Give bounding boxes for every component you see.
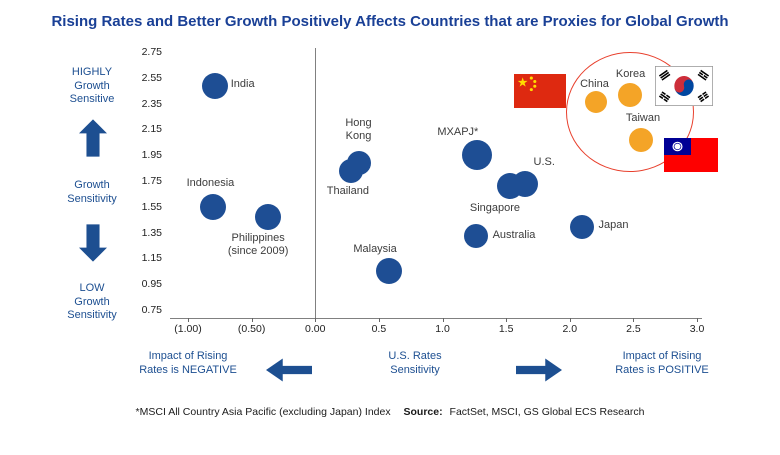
x-tickmark-1.0 <box>442 318 444 322</box>
x-tickmark-1.5 <box>506 318 508 322</box>
point-label-korea: Korea <box>615 67 646 80</box>
label-impact-negative: Impact of Rising Rates is NEGATIVE <box>139 350 237 376</box>
x-tick-1.5: 1.5 <box>498 323 514 335</box>
x-tickmark-0.00 <box>315 318 317 322</box>
y-tick-0.75: 0.75 <box>141 304 162 316</box>
label-growth-sensitivity: Growth Sensitivity <box>67 179 117 205</box>
x-axis-line <box>170 318 702 319</box>
x-tick-3.0: 3.0 <box>689 323 705 335</box>
point-label-thailand: Thailand <box>326 184 369 197</box>
chart-title: Rising Rates and Better Growth Positivel… <box>51 13 729 30</box>
point-taiwan <box>629 127 653 152</box>
point-singapore <box>496 173 523 200</box>
rates-negative-left-arrow-icon <box>266 358 312 382</box>
x-tickmark-3.0 <box>697 318 698 322</box>
y-tick-1.95: 1.95 <box>141 149 162 162</box>
footnote-source-text: FactSet, MSCI, GS Global ECS Research <box>449 406 645 418</box>
y-tick-2.75: 2.75 <box>141 46 162 58</box>
growth-up-arrow-icon <box>79 116 107 160</box>
point-label-philippines: Philippines (since 2009) <box>227 232 289 258</box>
point-india <box>201 72 228 99</box>
label-impact-positive: Impact of Rising Rates is POSITIVE <box>615 350 709 376</box>
x-tick-2.0: 2.0 <box>562 323 578 335</box>
y-axis-zero-line <box>315 48 316 319</box>
footnote-source-label: Source: <box>403 406 443 418</box>
point-malaysia <box>376 258 403 285</box>
growth-down-arrow-icon <box>79 221 107 265</box>
footnote: *MSCI All Country Asia Pacific (excludin… <box>0 406 780 418</box>
south-korea-flag-icon <box>655 66 713 106</box>
point-label-australia: Australia <box>492 229 536 242</box>
footnote-note: *MSCI All Country Asia Pacific (excludin… <box>135 406 391 418</box>
y-tick-0.95: 0.95 <box>141 278 162 291</box>
y-tick-1.55: 1.55 <box>141 200 162 213</box>
point-thailand <box>338 158 363 183</box>
y-tick-2.15: 2.15 <box>141 123 162 136</box>
point-label-us: U.S. <box>533 155 555 168</box>
china-flag-icon <box>514 74 566 108</box>
y-tick-1.35: 1.35 <box>141 226 162 239</box>
point-label-hong-kong: Hong Kong <box>345 116 372 142</box>
point-label-singapore: Singapore <box>469 202 521 215</box>
y-tick-2.35: 2.35 <box>141 97 162 110</box>
x-tick-1.0: 1.0 <box>435 323 450 335</box>
point-label-india: India <box>230 77 255 90</box>
label-highly-growth-sensitive: HIGHLY Growth Sensitive <box>69 66 115 105</box>
x-tickmark-(0.50) <box>251 318 253 322</box>
x-tickmark-(1.00) <box>188 318 189 322</box>
y-tick-1.15: 1.15 <box>141 252 162 265</box>
label-us-rates-sensitivity: U.S. Rates Sensitivity <box>388 350 442 376</box>
y-tick-1.75: 1.75 <box>141 175 162 187</box>
x-tickmark-2.5 <box>633 318 635 322</box>
x-tickmark-0.5 <box>378 318 380 322</box>
x-tick-0.5: 0.5 <box>371 323 387 335</box>
point-label-japan: Japan <box>598 219 629 232</box>
point-philippines <box>255 204 282 231</box>
x-tick-2.5: 2.5 <box>626 323 641 335</box>
x-tick-(1.00): (1.00) <box>174 323 202 335</box>
highlight-circle <box>566 52 694 172</box>
x-tick-0.00: 0.00 <box>305 323 326 335</box>
point-indonesia <box>200 193 227 220</box>
point-china <box>585 91 608 114</box>
point-australia <box>463 224 488 249</box>
point-label-indonesia: Indonesia <box>186 176 235 189</box>
point-label-taiwan: Taiwan <box>625 111 661 124</box>
point-mxapj <box>461 140 492 171</box>
label-low-growth-sensitivity: LOW Growth Sensitivity <box>67 282 117 321</box>
x-tick-(0.50): (0.50) <box>237 323 266 335</box>
point-label-malaysia: Malaysia <box>353 243 397 256</box>
taiwan-flag-icon <box>664 138 718 172</box>
point-korea <box>617 82 642 107</box>
point-label-china: China <box>580 78 609 91</box>
rates-positive-right-arrow-icon <box>516 358 562 382</box>
point-japan <box>570 215 595 240</box>
y-tick-2.55: 2.55 <box>141 71 162 84</box>
point-label-mxapj: MXAPJ* <box>437 126 479 139</box>
x-tickmark-2.0 <box>569 318 571 322</box>
